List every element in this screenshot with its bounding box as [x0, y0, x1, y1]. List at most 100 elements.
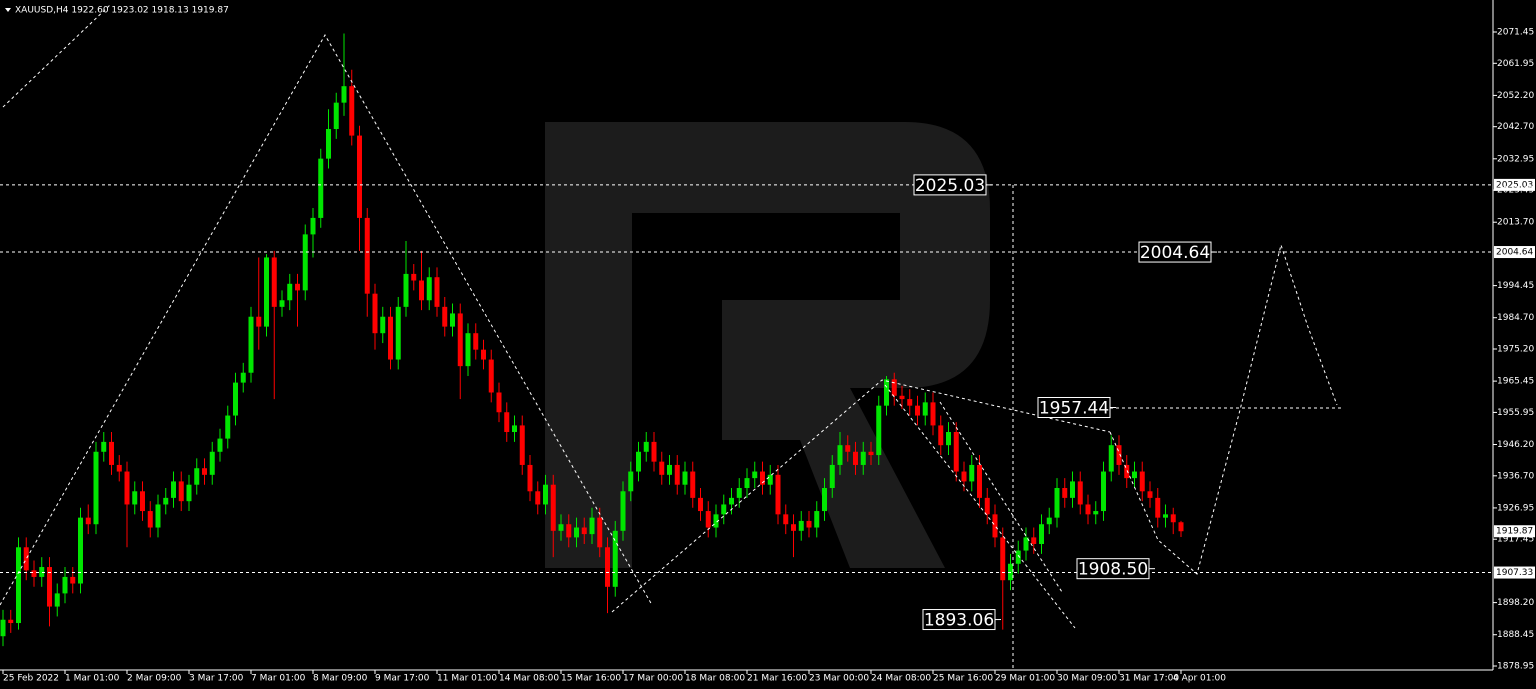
y-tick-label: 1975.20: [1497, 345, 1534, 355]
y-tick-label: 1965.45: [1497, 377, 1534, 387]
annotation-label: 1893.06: [924, 611, 994, 631]
candle-body: [457, 313, 463, 367]
wave-line: [2, 4, 111, 108]
candle-body: [1163, 514, 1168, 518]
x-tick-label: 7 Mar 01:00: [251, 674, 306, 684]
candle-body: [225, 415, 231, 439]
x-tick-label: 18 Mar 08:00: [685, 674, 745, 684]
candle-body: [643, 441, 649, 452]
watermark-bowl: [632, 122, 990, 388]
x-tick-label: 14 Mar 08:00: [499, 674, 559, 684]
candle-body: [419, 280, 424, 301]
candle-body: [690, 471, 696, 498]
wave-lines: [0, 4, 1342, 670]
x-tick-label: 21 Mar 16:00: [747, 674, 807, 684]
candle-body: [78, 517, 83, 584]
y-tick-label: 1946.20: [1497, 440, 1534, 450]
candle-body: [1178, 522, 1184, 532]
candle-body: [47, 567, 52, 607]
candle-body: [349, 86, 355, 136]
candle-body: [512, 425, 517, 433]
candle-body: [992, 514, 998, 538]
candle-body: [953, 432, 959, 472]
x-tick-label: 11 Mar 01:00: [437, 674, 497, 684]
y-tick-label: 2032.95: [1497, 154, 1534, 164]
candle-body: [736, 487, 742, 498]
candle-body: [845, 445, 851, 452]
candle-body: [411, 273, 417, 281]
candle-body: [1015, 550, 1021, 564]
y-tick-label: 2061.95: [1497, 59, 1534, 69]
candle-body: [287, 283, 293, 301]
annotation-label: 1908.50: [1078, 560, 1148, 580]
candle-body: [426, 277, 432, 301]
candle-body: [566, 524, 572, 538]
candle-body: [806, 520, 812, 528]
level-box: [1494, 178, 1535, 191]
candle-body: [876, 405, 882, 456]
candle-body: [977, 464, 982, 498]
candle-body: [589, 517, 595, 535]
candle-body: [597, 517, 603, 548]
candle-body: [961, 471, 967, 482]
candle-body: [767, 474, 773, 485]
candle-body: [798, 520, 804, 531]
candle-body: [1031, 537, 1037, 544]
wave-line: [611, 379, 1111, 613]
candle-body: [1039, 524, 1044, 544]
candle-body: [775, 474, 781, 515]
x-tick-label: 25 Feb 2022: [3, 674, 59, 684]
x-tick-label: 30 Mar 09:00: [1057, 674, 1117, 684]
y-tick-label: 1888.45: [1497, 630, 1534, 640]
candle-body: [70, 576, 76, 584]
candle-body: [853, 451, 858, 465]
annotation-label: 2004.64: [1140, 243, 1210, 263]
candle-body: [558, 524, 564, 531]
candle-body: [984, 497, 990, 515]
candle-body: [8, 619, 14, 624]
candle-body: [504, 412, 510, 433]
candle-body: [186, 484, 192, 502]
candle-body: [395, 306, 401, 360]
candle-body: [178, 481, 184, 502]
level-box: [1494, 566, 1535, 579]
y-tick-label: 1917.45: [1497, 535, 1534, 545]
candle-body: [1023, 537, 1029, 551]
x-tick-label: 3 Mar 17:00: [189, 674, 244, 684]
menu-arrow[interactable]: [5, 8, 11, 12]
watermark: [545, 122, 990, 568]
candle-body: [302, 234, 308, 291]
candle-body: [829, 464, 835, 488]
candle-body: [574, 527, 579, 538]
candle-body: [1046, 517, 1052, 525]
candle-body: [946, 432, 951, 446]
candle-body: [1155, 497, 1161, 518]
candle-body: [101, 441, 107, 452]
candle-body: [132, 491, 138, 505]
candle-body: [1108, 445, 1114, 472]
candle-body: [171, 481, 176, 498]
candle-body: [1054, 487, 1060, 518]
candle-body: [1101, 471, 1106, 512]
candle-body: [752, 471, 758, 479]
candle-body: [450, 313, 455, 327]
candle-body: [620, 491, 626, 531]
candle-body: [116, 464, 122, 472]
x-tick-label: 15 Mar 16:00: [561, 674, 621, 684]
candle-body: [791, 524, 796, 531]
candle-body: [496, 392, 502, 413]
candle-body: [333, 102, 339, 129]
candle-body: [1132, 471, 1137, 479]
candle-body: [264, 257, 269, 327]
candle-body: [891, 379, 897, 396]
y-tick-label: 2023.45: [1497, 186, 1534, 196]
x-tick-label: 1 Mar 01:00: [65, 674, 120, 684]
wave-line: [939, 401, 1063, 593]
candle-body: [628, 471, 634, 492]
y-tick-label: 1898.20: [1497, 598, 1534, 608]
candle-body: [550, 484, 556, 531]
candle-body: [147, 511, 153, 528]
x-tick-label: 9 Mar 17:00: [375, 674, 430, 684]
x-tick-label: 29 Mar 01:00: [995, 674, 1055, 684]
candle-body: [760, 471, 765, 485]
